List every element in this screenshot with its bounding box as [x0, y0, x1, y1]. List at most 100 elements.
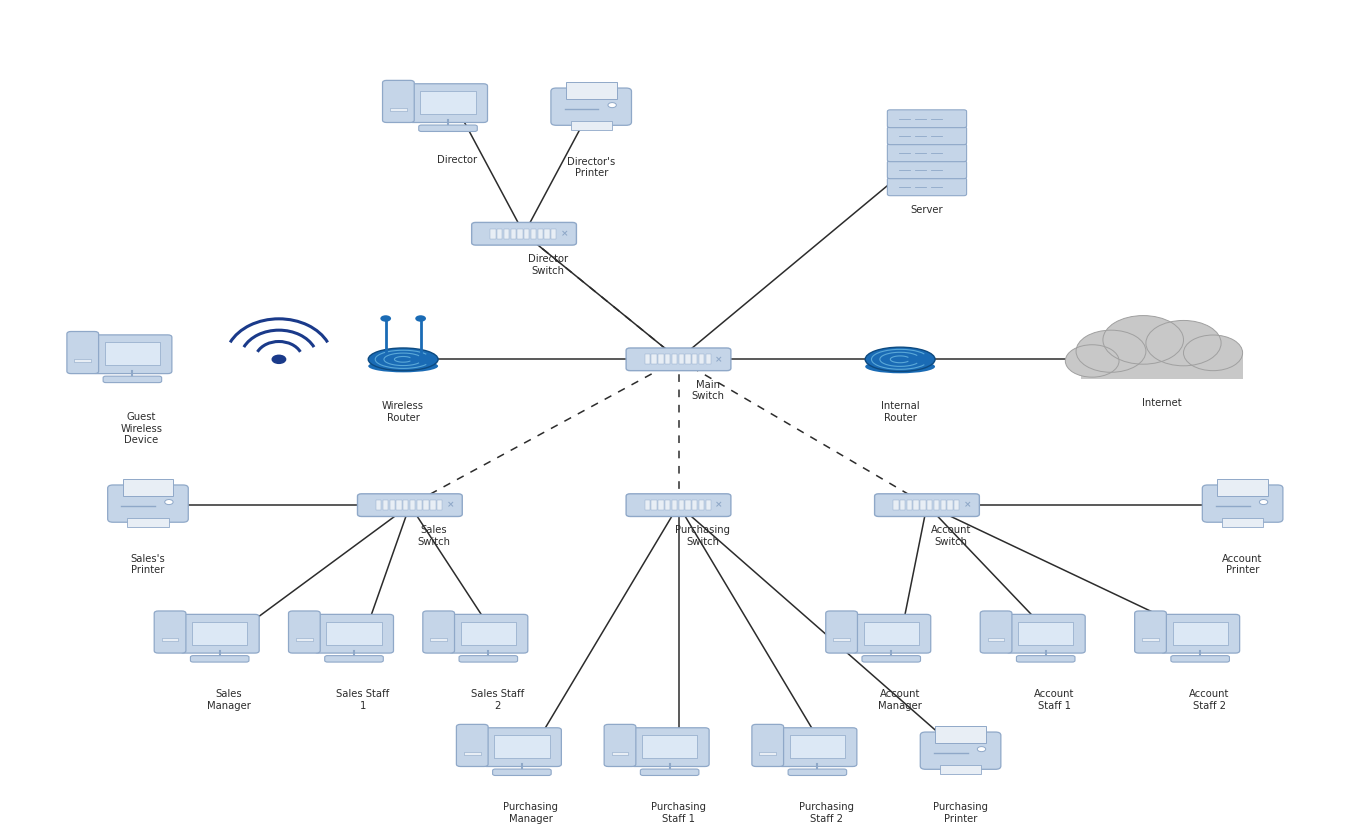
FancyBboxPatch shape [289, 611, 320, 653]
Circle shape [380, 315, 391, 322]
FancyBboxPatch shape [103, 376, 161, 383]
Text: Account
Printer: Account Printer [1223, 554, 1263, 575]
FancyBboxPatch shape [651, 354, 657, 364]
Ellipse shape [368, 360, 438, 372]
FancyBboxPatch shape [460, 622, 516, 645]
FancyBboxPatch shape [315, 615, 394, 653]
Text: Sales's
Printer: Sales's Printer [130, 554, 166, 575]
FancyBboxPatch shape [887, 127, 966, 144]
FancyBboxPatch shape [692, 354, 697, 364]
FancyBboxPatch shape [472, 223, 577, 245]
FancyBboxPatch shape [1143, 638, 1159, 641]
FancyBboxPatch shape [672, 354, 677, 364]
FancyBboxPatch shape [437, 500, 442, 510]
Text: Director
Switch: Director Switch [528, 254, 569, 275]
FancyBboxPatch shape [1160, 615, 1240, 653]
FancyBboxPatch shape [927, 500, 932, 510]
FancyBboxPatch shape [752, 725, 783, 766]
FancyBboxPatch shape [833, 638, 849, 641]
FancyBboxPatch shape [1202, 485, 1282, 522]
FancyBboxPatch shape [940, 500, 946, 510]
Text: Internet: Internet [1143, 398, 1182, 408]
Text: Account
Staff 1: Account Staff 1 [1034, 689, 1075, 711]
FancyBboxPatch shape [430, 500, 436, 510]
FancyBboxPatch shape [826, 611, 858, 653]
FancyBboxPatch shape [490, 229, 495, 239]
FancyBboxPatch shape [641, 769, 699, 776]
FancyBboxPatch shape [1172, 622, 1228, 645]
FancyBboxPatch shape [630, 728, 710, 766]
FancyBboxPatch shape [410, 500, 415, 510]
FancyBboxPatch shape [672, 500, 677, 510]
Text: Purchasing
Switch: Purchasing Switch [676, 525, 730, 547]
FancyBboxPatch shape [626, 494, 731, 516]
FancyBboxPatch shape [863, 622, 919, 645]
FancyBboxPatch shape [980, 611, 1012, 653]
FancyBboxPatch shape [396, 500, 402, 510]
FancyBboxPatch shape [913, 500, 919, 510]
Text: Sales
Manager: Sales Manager [206, 689, 251, 711]
FancyBboxPatch shape [875, 494, 980, 516]
FancyBboxPatch shape [1018, 622, 1073, 645]
FancyBboxPatch shape [449, 615, 528, 653]
FancyBboxPatch shape [790, 736, 845, 758]
FancyBboxPatch shape [190, 656, 248, 662]
FancyBboxPatch shape [658, 354, 664, 364]
FancyBboxPatch shape [706, 354, 711, 364]
Circle shape [1183, 335, 1243, 370]
FancyBboxPatch shape [612, 751, 628, 755]
FancyBboxPatch shape [920, 500, 925, 510]
FancyBboxPatch shape [430, 638, 446, 641]
FancyBboxPatch shape [988, 638, 1004, 641]
FancyBboxPatch shape [524, 229, 529, 239]
FancyBboxPatch shape [893, 500, 898, 510]
Circle shape [1065, 344, 1120, 377]
FancyBboxPatch shape [862, 656, 920, 662]
FancyBboxPatch shape [678, 354, 684, 364]
FancyBboxPatch shape [1217, 479, 1267, 496]
FancyBboxPatch shape [389, 108, 407, 111]
FancyBboxPatch shape [1223, 518, 1263, 526]
Circle shape [1103, 315, 1183, 364]
FancyBboxPatch shape [1007, 615, 1086, 653]
Text: Account
Staff 2: Account Staff 2 [1189, 689, 1229, 711]
FancyBboxPatch shape [497, 229, 502, 239]
FancyBboxPatch shape [503, 229, 509, 239]
FancyBboxPatch shape [935, 726, 987, 743]
FancyBboxPatch shape [852, 615, 931, 653]
FancyBboxPatch shape [760, 751, 776, 755]
FancyBboxPatch shape [128, 518, 168, 526]
FancyBboxPatch shape [107, 485, 189, 522]
FancyBboxPatch shape [920, 732, 1001, 769]
FancyBboxPatch shape [408, 83, 487, 123]
FancyBboxPatch shape [456, 725, 489, 766]
FancyBboxPatch shape [482, 728, 562, 766]
FancyBboxPatch shape [357, 494, 463, 516]
Text: Server: Server [911, 205, 943, 215]
FancyBboxPatch shape [459, 656, 517, 662]
FancyBboxPatch shape [161, 638, 178, 641]
FancyBboxPatch shape [1016, 656, 1075, 662]
FancyBboxPatch shape [92, 335, 172, 374]
FancyBboxPatch shape [887, 143, 966, 162]
FancyBboxPatch shape [604, 725, 636, 766]
FancyBboxPatch shape [180, 615, 259, 653]
FancyBboxPatch shape [494, 736, 550, 758]
Text: Purchasing
Manager: Purchasing Manager [503, 802, 558, 824]
FancyBboxPatch shape [510, 229, 516, 239]
FancyBboxPatch shape [423, 611, 455, 653]
FancyBboxPatch shape [934, 500, 939, 510]
Text: Account
Manager: Account Manager [878, 689, 921, 711]
Circle shape [1259, 500, 1267, 505]
FancyBboxPatch shape [685, 500, 691, 510]
FancyBboxPatch shape [75, 359, 91, 362]
FancyBboxPatch shape [658, 500, 664, 510]
FancyBboxPatch shape [531, 229, 536, 239]
FancyBboxPatch shape [1171, 656, 1229, 662]
Text: ×: × [715, 500, 723, 510]
FancyBboxPatch shape [651, 500, 657, 510]
Circle shape [977, 746, 985, 751]
FancyBboxPatch shape [193, 622, 247, 645]
FancyBboxPatch shape [1134, 611, 1167, 653]
Text: ×: × [446, 500, 455, 510]
